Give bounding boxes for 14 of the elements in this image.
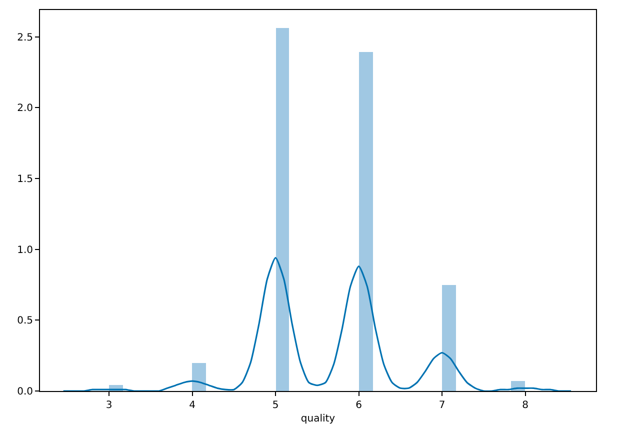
y-tick-label: 1.0 <box>17 244 33 256</box>
y-tick-label: 1.5 <box>17 174 33 186</box>
x-tick-label: 3 <box>106 400 112 411</box>
y-tick-label: 2.0 <box>17 103 33 114</box>
x-tick-label: 8 <box>522 400 528 411</box>
y-tick-label: 0.5 <box>17 316 33 327</box>
x-tick-label: 6 <box>356 400 362 411</box>
x-tick-label: 4 <box>189 400 196 411</box>
x-tick-label: 5 <box>272 400 279 411</box>
x-tick-label: 7 <box>438 400 446 411</box>
x-axis-title: quality <box>300 414 336 424</box>
y-tick-label: 0.0 <box>17 386 33 398</box>
line-series <box>62 257 572 391</box>
y-tick-label: 2.5 <box>17 32 33 44</box>
